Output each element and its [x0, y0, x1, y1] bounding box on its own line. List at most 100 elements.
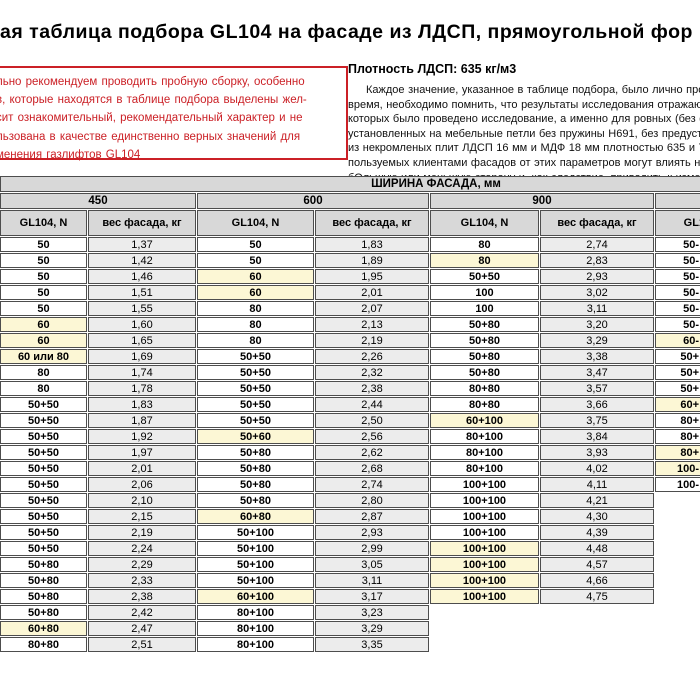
table-row: 60+100 3,17	[197, 589, 429, 604]
gl104-cell: 100+100	[430, 525, 539, 540]
table-row: 100+100 4,48	[430, 541, 654, 556]
weight-cell: 4,02	[540, 461, 654, 476]
gl104-cell: 50+80	[197, 493, 314, 508]
width-group-cell	[655, 193, 700, 209]
weight-cell: 1,55	[88, 301, 196, 316]
weight-cell: 4,57	[540, 557, 654, 572]
weight-cell: 1,89	[315, 253, 429, 268]
weight-cell: 2,06	[88, 477, 196, 492]
weight-cell: 1,92	[88, 429, 196, 444]
gl104-cell: 100+100	[430, 493, 539, 508]
table-row: 50-	[655, 285, 700, 300]
weight-cell: 2,33	[88, 573, 196, 588]
gl104-clipped-value: 50+	[680, 366, 699, 379]
weight-cell: 2,93	[315, 525, 429, 540]
table-row: 50+80 2,42	[0, 605, 196, 620]
table-row: 100 3,11	[430, 301, 654, 316]
table-row: 50 1,46	[0, 269, 196, 284]
weight-cell: 3,35	[315, 637, 429, 652]
table-row: 60 1,60	[0, 317, 196, 332]
gl104-cell: 60	[197, 269, 314, 284]
weight-cell: 3,29	[315, 621, 429, 636]
gl104-clipped-value: 50-	[683, 286, 699, 299]
gl104-cell: 50-	[655, 317, 700, 332]
gl104-cell: 60	[0, 317, 87, 332]
gl104-clipped-value: 50-	[683, 270, 699, 283]
info-text: Каждое значение, указанное в таблице под…	[348, 83, 700, 185]
gl104-cell: 100-	[655, 461, 700, 476]
gl104-cell: 50+80	[430, 333, 539, 348]
gl104-cell: 50+100	[197, 525, 314, 540]
table-row: 50+80 2,68	[197, 461, 429, 476]
gl104-clipped-value: 50+	[680, 382, 699, 395]
table-row: 50-	[655, 237, 700, 252]
table-row: 100 3,02	[430, 285, 654, 300]
gl104-cell: 50+80	[197, 461, 314, 476]
gl104-cell: 50+50	[0, 461, 87, 476]
gl104-cell: 50+100	[197, 557, 314, 572]
gl104-cell: 80+80	[0, 637, 87, 652]
density-heading: Плотность ЛДСП: 635 кг/м3	[348, 62, 517, 76]
table-body: 50 1,37 50 1,42 50 1,46 50 1,51 50 1,55 60 1,60 60 1,…	[0, 237, 700, 662]
gl104-cell: 50+	[655, 349, 700, 364]
weight-cell: 2,01	[88, 461, 196, 476]
gl104-clipped-value: 100-	[676, 462, 699, 475]
table-row: 50+50 2,50	[197, 413, 429, 428]
weight-cell: 2,62	[315, 445, 429, 460]
table-row: 100+100 4,75	[430, 589, 654, 604]
weight-cell: 2,29	[88, 557, 196, 572]
weight-cell: 3,17	[315, 589, 429, 604]
weight-cell: 3,66	[540, 397, 654, 412]
gl104-clipped-value: 60-	[683, 334, 699, 347]
width-group-column: 50 1,83 50 1,89 60 1,95 60 2,01 80 2,07 80 2,13 80 2,…	[197, 237, 429, 653]
gl104-cell: 50	[0, 301, 87, 316]
gl104-cell: 50	[197, 237, 314, 252]
gl104-cell: 60+100	[430, 413, 539, 428]
table-row: 100+100 4,66	[430, 573, 654, 588]
weight-cell: 2,10	[88, 493, 196, 508]
gl104-cell: 50-	[655, 237, 700, 252]
weight-cell: 2,83	[540, 253, 654, 268]
warning-line: сит ознакомительный, рекомендательный ха…	[0, 112, 303, 125]
gl104-cell: 50+50	[197, 349, 314, 364]
weight-header-cell: вес фасада, кг	[88, 210, 196, 236]
info-line: из некромленых плит ЛДСП 16 мм и МДФ 18 …	[348, 142, 700, 155]
table-row: 100-	[655, 477, 700, 492]
weight-cell: 3,75	[540, 413, 654, 428]
weight-cell: 2,19	[88, 525, 196, 540]
gl104-cell: 50+80	[430, 349, 539, 364]
gl104-cell: 50-	[655, 253, 700, 268]
weight-cell: 3,29	[540, 333, 654, 348]
weight-cell: 4,75	[540, 589, 654, 604]
weight-cell: 2,19	[315, 333, 429, 348]
weight-cell: 1,51	[88, 285, 196, 300]
weight-cell: 3,57	[540, 381, 654, 396]
gl104-cell: 100+100	[430, 477, 539, 492]
gl104-cell: 100+100	[430, 573, 539, 588]
gl104-cell: 100	[430, 301, 539, 316]
table-row: 50+	[655, 381, 700, 396]
info-line: которых было проведено исследование, а и…	[348, 113, 700, 126]
weight-cell: 2,24	[88, 541, 196, 556]
weight-cell: 1,78	[88, 381, 196, 396]
gl104-cell: 100+100	[430, 541, 539, 556]
gl104-cell: 60+80	[0, 621, 87, 636]
gl104-cell: 80+	[655, 413, 700, 428]
weight-cell: 2,50	[315, 413, 429, 428]
table-row: 50+50 1,87	[0, 413, 196, 428]
table-row: 50+80 2,80	[197, 493, 429, 508]
gl104-cell: 50+	[655, 365, 700, 380]
gl104-cell: 50-	[655, 285, 700, 300]
table-row: 50+50 2,26	[197, 349, 429, 364]
gl104-header-cell: GL104, N	[197, 210, 314, 236]
gl104-cell: 60 или 80	[0, 349, 87, 364]
weight-cell: 1,97	[88, 445, 196, 460]
weight-cell: 2,01	[315, 285, 429, 300]
weight-cell: 3,11	[315, 573, 429, 588]
gl104-cell: 50+80	[197, 477, 314, 492]
table-row: 50+60 2,56	[197, 429, 429, 444]
gl104-clipped-value: 50-	[683, 238, 699, 251]
table-row: 50-	[655, 301, 700, 316]
gl104-clipped-value: 100-	[676, 478, 699, 491]
weight-cell: 2,74	[315, 477, 429, 492]
